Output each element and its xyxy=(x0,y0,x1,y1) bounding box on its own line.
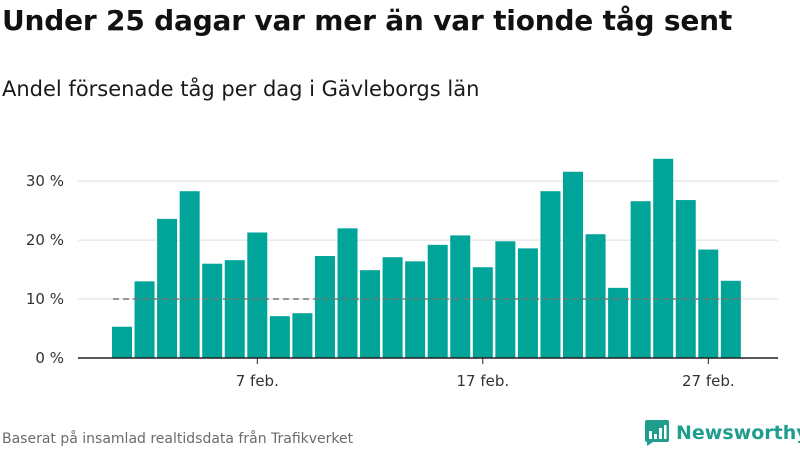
y-tick-label: 20 % xyxy=(26,231,64,249)
bar xyxy=(179,191,200,358)
bar xyxy=(540,191,561,358)
bar xyxy=(112,326,132,358)
bar xyxy=(314,256,335,358)
x-tick-label: 17 feb. xyxy=(456,372,509,390)
bar xyxy=(405,261,426,358)
bar xyxy=(653,158,674,358)
brand-name: Newsworthy xyxy=(676,422,800,444)
bar-chart-chat-icon xyxy=(645,420,669,446)
bar xyxy=(517,248,538,358)
brand-logo: Newsworthy xyxy=(644,418,800,448)
y-tick-label: 0 % xyxy=(35,349,64,367)
bar xyxy=(292,313,313,358)
bar-chart: 0 % 10 % 20 % 30 % 7 feb. 17 feb. 27 feb. xyxy=(26,158,778,390)
bar xyxy=(720,280,741,358)
bar xyxy=(472,267,493,358)
bar xyxy=(630,201,651,358)
bar xyxy=(675,200,696,358)
source-note: Baserat på insamlad realtidsdata från Tr… xyxy=(2,431,354,447)
bar xyxy=(608,287,629,358)
bar xyxy=(427,244,448,358)
bar xyxy=(157,218,178,358)
bar xyxy=(450,235,471,358)
chart-subtitle: Andel försenade tåg per dag i Gävleborgs… xyxy=(2,77,480,101)
bar xyxy=(134,281,155,358)
bar xyxy=(360,270,381,358)
bar xyxy=(337,228,358,358)
bar xyxy=(202,263,223,358)
y-tick-label: 30 % xyxy=(26,172,64,190)
y-tick-label: 10 % xyxy=(26,290,64,308)
bar xyxy=(698,249,719,358)
bar xyxy=(563,171,583,358)
x-tick-label: 27 feb. xyxy=(682,372,735,390)
x-tick-label: 7 feb. xyxy=(236,372,279,390)
chart-title: Under 25 dagar var mer än var tionde tåg… xyxy=(2,4,733,37)
bar xyxy=(247,232,268,358)
bar xyxy=(269,316,290,358)
bar xyxy=(382,257,403,358)
bar xyxy=(585,234,606,358)
bar xyxy=(224,260,245,358)
